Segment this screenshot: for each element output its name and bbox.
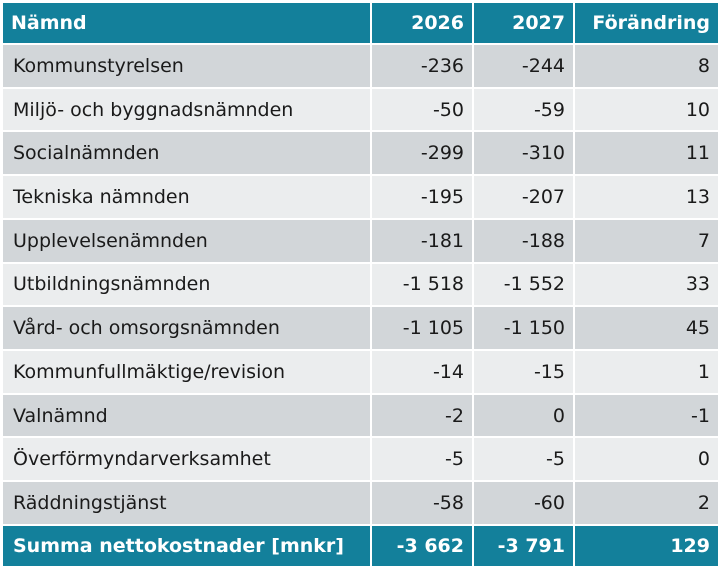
header-2027: 2027	[472, 1, 575, 45]
row-change-cell: 8	[573, 43, 720, 89]
row-2026-cell: -195	[370, 174, 474, 220]
total-2026: -3 662	[370, 524, 474, 568]
row-name-cell: Upplevelsenämnden	[1, 217, 372, 264]
header-change: Förändring	[573, 1, 720, 45]
table-body: Kommunstyrelsen -236 -244 8 Miljö- och byggn…	[1, 43, 720, 526]
row-2026-cell: -181	[370, 217, 474, 264]
row-change-cell: 0	[573, 436, 720, 483]
table-row: Kommunfullmäktige/revision -14 -15 1	[1, 349, 720, 395]
row-change-cell: 10	[573, 86, 720, 133]
total-change: 129	[573, 524, 720, 568]
row-name-cell: Vård- och omsorgsnämnden	[1, 305, 372, 352]
row-2026-cell: -299	[370, 130, 474, 177]
row-2027-cell: -59	[472, 86, 575, 133]
total-row: Summa nettokostnader [mnkr] -3 662 -3 79…	[1, 524, 720, 568]
row-2027-cell: -15	[472, 349, 575, 395]
table-row: Socialnämnden -299 -310 11	[1, 130, 720, 177]
row-change-cell: 2	[573, 480, 720, 526]
table-row: Räddningstjänst -58 -60 2	[1, 480, 720, 526]
row-2026-cell: -58	[370, 480, 474, 526]
table-row: Vård- och omsorgsnämnden -1 105 -1 150 45	[1, 305, 720, 352]
row-2026-cell: -2	[370, 392, 474, 439]
table-row: Upplevelsenämnden -181 -188 7	[1, 217, 720, 264]
row-name-cell: Räddningstjänst	[1, 480, 372, 526]
header-name: Nämnd	[1, 1, 372, 45]
row-2027-cell: -310	[472, 130, 575, 177]
row-name-cell: Kommunstyrelsen	[1, 43, 372, 89]
row-2027-cell: -60	[472, 480, 575, 526]
row-2026-cell: -5	[370, 436, 474, 483]
header-2026: 2026	[370, 1, 474, 45]
row-2026-cell: -1 518	[370, 261, 474, 308]
row-change-cell: -1	[573, 392, 720, 439]
row-2027-cell: -207	[472, 174, 575, 220]
table-row: Överförmyndarverksamhet -5 -5 0	[1, 436, 720, 483]
row-2027-cell: -5	[472, 436, 575, 483]
row-2027-cell: 0	[472, 392, 575, 439]
row-name-cell: Valnämnd	[1, 392, 372, 439]
total-label: Summa nettokostnader [mnkr]	[1, 524, 372, 568]
table-row: Kommunstyrelsen -236 -244 8	[1, 43, 720, 89]
row-2026-cell: -50	[370, 86, 474, 133]
row-2027-cell: -244	[472, 43, 575, 89]
row-name-cell: Överförmyndarverksamhet	[1, 436, 372, 483]
total-2027: -3 791	[472, 524, 575, 568]
row-change-cell: 11	[573, 130, 720, 177]
row-name-cell: Tekniska nämnden	[1, 174, 372, 220]
table-footer: Summa nettokostnader [mnkr] -3 662 -3 79…	[1, 524, 720, 568]
table-row: Tekniska nämnden -195 -207 13	[1, 174, 720, 220]
row-2027-cell: -1 150	[472, 305, 575, 352]
table-row: Utbildningsnämnden -1 518 -1 552 33	[1, 261, 720, 308]
table-header: Nämnd 2026 2027 Förändring	[1, 1, 720, 45]
row-name-cell: Kommunfullmäktige/revision	[1, 349, 372, 395]
row-name-cell: Socialnämnden	[1, 130, 372, 177]
row-change-cell: 45	[573, 305, 720, 352]
row-change-cell: 1	[573, 349, 720, 395]
row-2026-cell: -1 105	[370, 305, 474, 352]
row-change-cell: 33	[573, 261, 720, 308]
row-2026-cell: -236	[370, 43, 474, 89]
row-name-cell: Utbildningsnämnden	[1, 261, 372, 308]
row-2026-cell: -14	[370, 349, 474, 395]
row-change-cell: 7	[573, 217, 720, 264]
row-2027-cell: -1 552	[472, 261, 575, 308]
table-row: Miljö- och byggnadsnämnden -50 -59 10	[1, 86, 720, 133]
row-change-cell: 13	[573, 174, 720, 220]
row-name-cell: Miljö- och byggnadsnämnden	[1, 86, 372, 133]
row-2027-cell: -188	[472, 217, 575, 264]
table-row: Valnämnd -2 0 -1	[1, 392, 720, 439]
